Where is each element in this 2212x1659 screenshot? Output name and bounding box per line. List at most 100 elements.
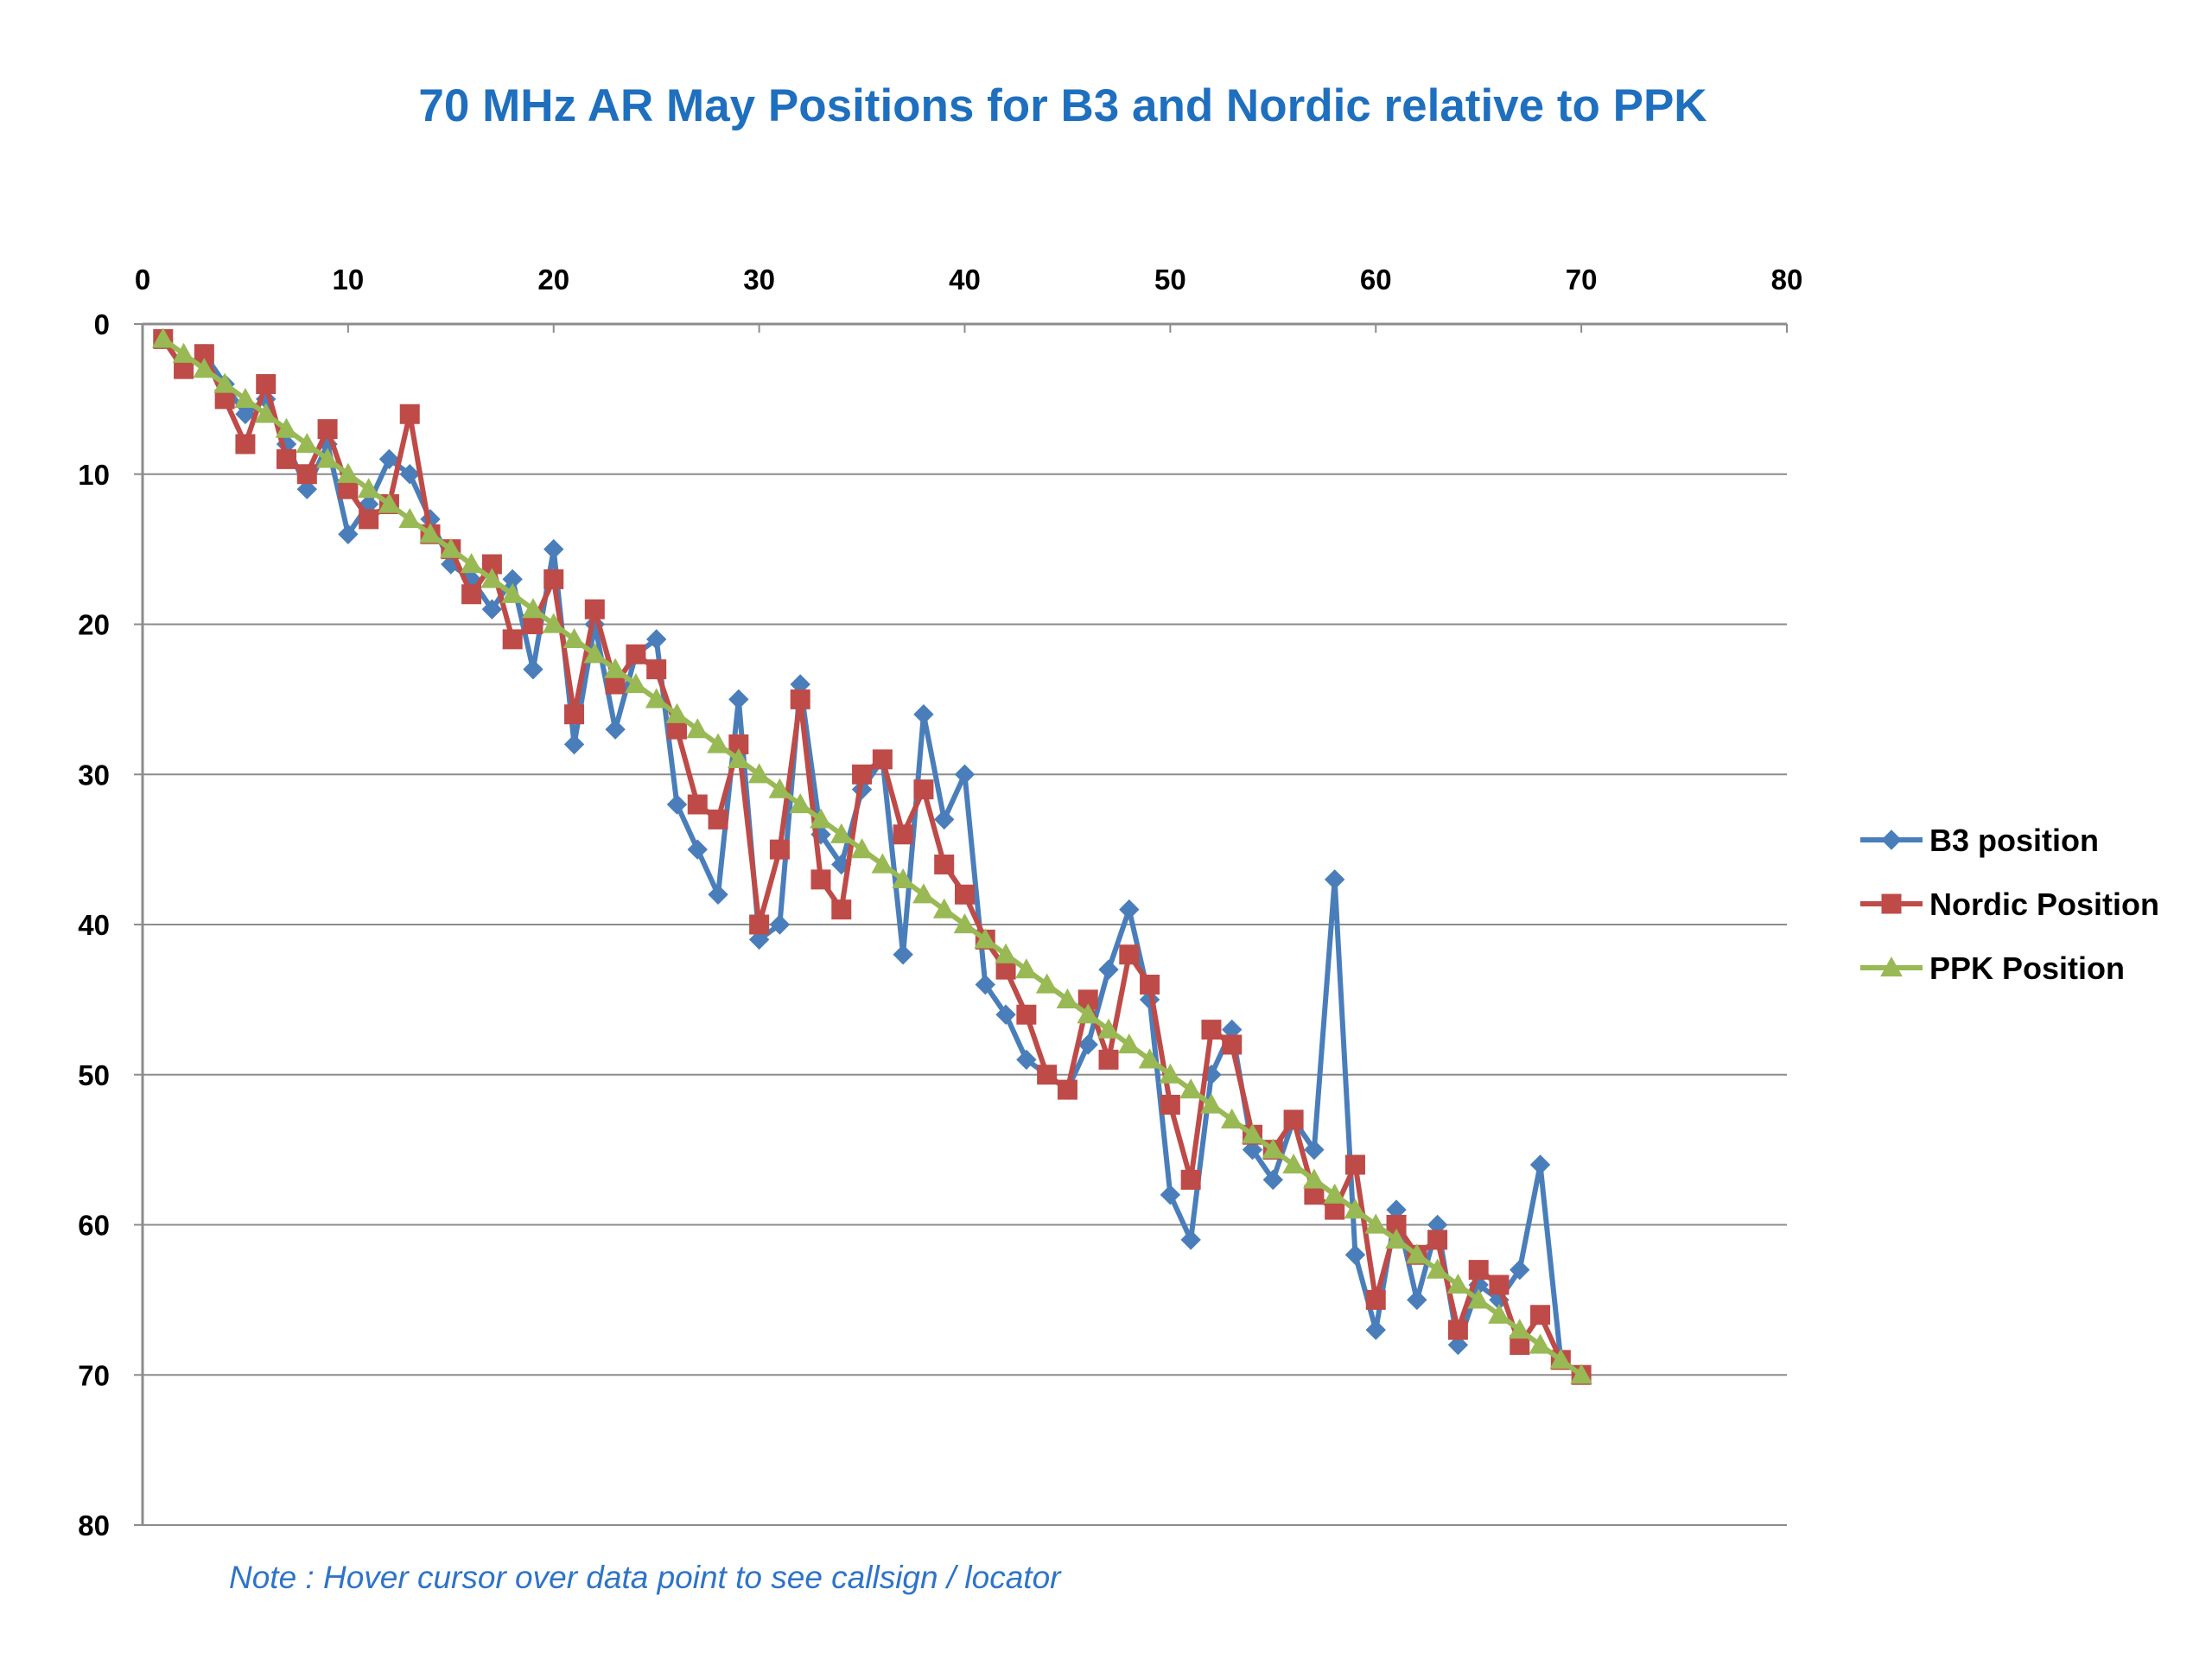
data-point-b3-position (338, 524, 359, 544)
y-tick-label: 70 (78, 1359, 110, 1391)
legend-swatch-marker (1880, 956, 1903, 977)
data-point-nordic-position (893, 824, 913, 845)
data-point-b3-position (934, 809, 955, 830)
data-point-b3-position (1180, 1230, 1201, 1250)
data-point-ppk-position (1097, 1018, 1120, 1039)
data-point-ppk-position (1446, 1273, 1470, 1294)
data-point-b3-position (1365, 1319, 1386, 1340)
data-point-nordic-position (646, 659, 667, 680)
x-tick-label: 0 (135, 264, 150, 296)
data-point-nordic-position (256, 374, 276, 394)
data-point-ppk-position (1220, 1108, 1243, 1128)
data-point-ppk-position (1323, 1183, 1346, 1204)
data-point-nordic-position (317, 419, 338, 440)
legend-swatch-marker (1881, 830, 1902, 850)
y-tick-label: 10 (78, 459, 110, 491)
data-point-ppk-position (357, 478, 380, 499)
data-point-ppk-position (850, 838, 874, 859)
hover-note: Note : Hover cursor over data point to s… (229, 1560, 1061, 1595)
data-point-b3-position (1407, 1289, 1427, 1311)
data-point-ppk-position (501, 582, 524, 603)
data-point-ppk-position (439, 537, 462, 558)
data-point-ppk-position (1508, 1319, 1531, 1339)
data-point-b3-position (1016, 1049, 1037, 1071)
data-point-ppk-position (1364, 1213, 1388, 1234)
data-point-ppk-position (213, 372, 236, 393)
data-point-ppk-position (1179, 1078, 1203, 1099)
data-point-nordic-position (1119, 944, 1140, 965)
data-point-ppk-position (912, 883, 935, 904)
data-point-ppk-position (1570, 1363, 1592, 1384)
data-point-b3-position (296, 479, 318, 499)
data-point-ppk-position (1035, 973, 1058, 994)
data-point-ppk-position (1467, 1288, 1491, 1309)
data-point-ppk-position (665, 702, 689, 723)
data-point-b3-position (1447, 1334, 1469, 1356)
legend-item-nordic-position: Nordic Position (1860, 887, 2159, 922)
data-point-b3-position (666, 794, 688, 815)
data-point-b3-position (1242, 1139, 1263, 1160)
data-point-ppk-position (542, 613, 565, 633)
data-point-ppk-position (1529, 1333, 1552, 1354)
data-point-b3-position (1529, 1154, 1551, 1175)
data-point-nordic-position (359, 509, 379, 530)
x-tick-label: 20 (537, 264, 569, 296)
data-point-nordic-position (1344, 1154, 1365, 1175)
data-point-b3-position (913, 704, 934, 725)
data-point-nordic-position (296, 464, 317, 485)
data-point-ppk-position (1138, 1048, 1161, 1069)
data-point-b3-position (748, 929, 770, 950)
data-point-nordic-position (502, 629, 523, 650)
data-point-ppk-position (1200, 1093, 1223, 1114)
data-point-ppk-position (830, 823, 853, 843)
data-point-b3-position (1304, 1139, 1325, 1160)
legend-label: PPK Position (1929, 950, 2125, 986)
gridlines (143, 473, 1787, 1526)
data-point-ppk-position (172, 342, 195, 363)
data-point-ppk-position (1262, 1138, 1285, 1159)
data-point-nordic-position (934, 855, 955, 874)
data-point-ppk-position (419, 523, 442, 543)
chart-title: 70 MHz AR May Positions for B3 and Nordi… (418, 80, 1707, 131)
data-point-nordic-position (626, 644, 646, 664)
data-point-b3-position (378, 448, 400, 470)
data-point-nordic-position (1222, 1034, 1243, 1055)
data-point-ppk-position (1282, 1153, 1305, 1174)
data-point-b3-position (769, 914, 791, 935)
data-point-b3-position (728, 689, 749, 710)
legend-swatch-marker (1881, 893, 1902, 914)
y-tick-label: 50 (78, 1059, 110, 1091)
data-point-ppk-position (1241, 1123, 1264, 1144)
data-point-ppk-position (316, 448, 339, 468)
data-point-ppk-position (686, 718, 709, 739)
legend-label: Nordic Position (1929, 887, 2159, 922)
data-point-ppk-position (398, 507, 422, 528)
data-point-nordic-position (749, 914, 770, 935)
data-point-ppk-position (768, 778, 791, 798)
data-point-b3-position (1510, 1259, 1530, 1281)
data-point-b3-position (543, 538, 564, 560)
series-ppk-position (151, 327, 1592, 1384)
data-point-ppk-position (974, 928, 997, 949)
data-point-b3-position (605, 719, 626, 740)
data-point-b3-position (1077, 1034, 1098, 1055)
data-point-nordic-position (1201, 1020, 1222, 1040)
data-point-b3-position (1262, 1169, 1284, 1191)
data-point-nordic-position (1365, 1289, 1386, 1310)
data-point-b3-position (399, 464, 420, 485)
data-point-ppk-position (296, 432, 319, 454)
legend: B3 position Nordic Position PPK Position (1860, 823, 2159, 986)
data-point-nordic-position (461, 584, 482, 605)
data-point-nordic-position (1427, 1230, 1448, 1250)
data-point-ppk-position (625, 672, 647, 694)
y-tick-label: 80 (78, 1510, 110, 1541)
data-point-ppk-position (1077, 1003, 1100, 1024)
x-tick-label: 10 (333, 264, 365, 296)
data-point-ppk-position (193, 358, 216, 378)
series-layer (151, 327, 1592, 1385)
y-tick-label: 40 (78, 909, 110, 941)
data-point-nordic-position (1447, 1319, 1468, 1340)
data-point-b3-position (235, 404, 256, 424)
data-point-nordic-position (543, 569, 564, 589)
